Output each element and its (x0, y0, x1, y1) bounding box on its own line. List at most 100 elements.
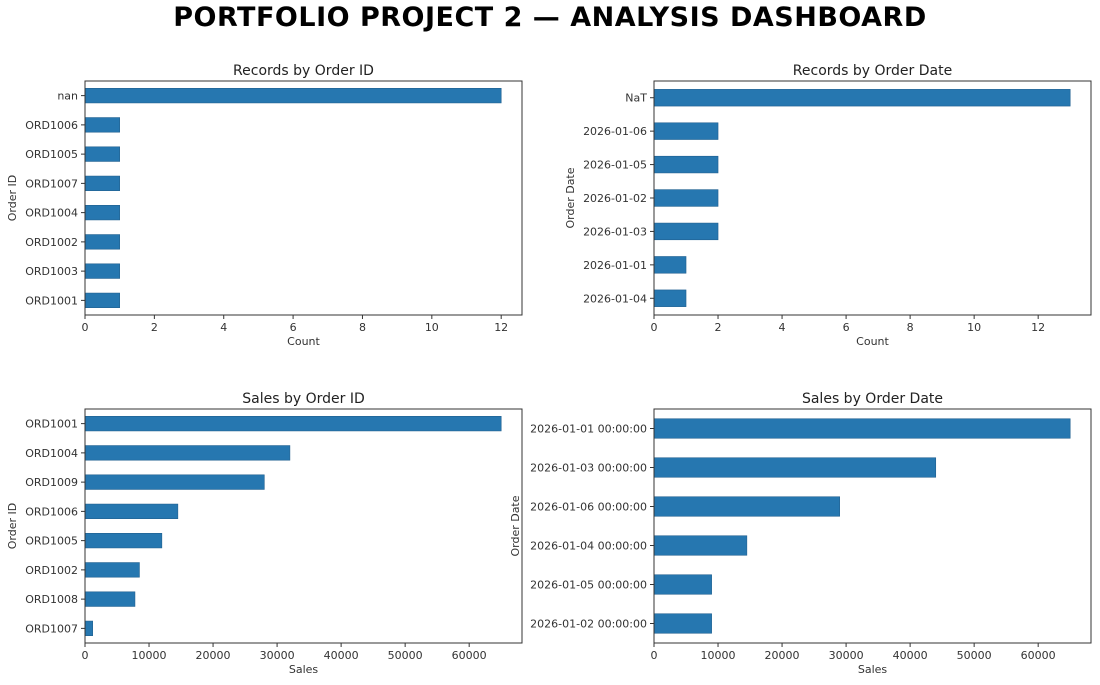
x-tick-label: 10 (425, 321, 439, 334)
y-tick-label: ORD1006 (25, 505, 78, 518)
y-tick-label: ORD1008 (25, 593, 78, 606)
x-tick-label: 60000 (452, 649, 487, 662)
y-axis-label: Order ID (6, 175, 19, 221)
y-tick-label: ORD1007 (25, 622, 78, 635)
bar (84, 562, 140, 578)
plot-frame (653, 80, 1092, 316)
x-tick-label: 6 (843, 321, 850, 334)
x-tick-label: 10000 (132, 649, 167, 662)
x-tick-label: 10000 (701, 649, 736, 662)
x-tick-label: 50000 (388, 649, 423, 662)
y-tick-label: 2026-01-03 (583, 225, 647, 238)
x-tick-label: 20000 (765, 649, 800, 662)
bar (653, 418, 1071, 439)
bar (653, 496, 840, 517)
x-tick-label: 8 (907, 321, 914, 334)
y-tick-label: ORD1001 (25, 294, 78, 307)
bar (653, 613, 712, 634)
x-tick-label: 2 (151, 321, 158, 334)
x-tick-label: 60000 (1021, 649, 1056, 662)
chart-sales-by-order-id: Sales by Order ID ORD1001 ORD1004 ORD1009 OR… (6, 391, 523, 676)
y-tick-label: 2026-01-05 00:00:00 (530, 579, 647, 592)
bar (84, 620, 93, 636)
y-tick-label: 2026-01-02 00:00:00 (530, 618, 647, 631)
bar (84, 117, 120, 133)
bar (653, 189, 719, 207)
bar (653, 574, 712, 595)
bar (84, 292, 120, 308)
y-tick-label: 2026-01-04 (583, 292, 647, 305)
chart-records-by-order-id: Records by Order ID nan ORD1006 ORD1005 ORD1… (6, 63, 523, 348)
y-axis-label: Order Date (509, 495, 522, 556)
chart-title: Sales by Order Date (802, 391, 943, 407)
y-tick-label: 2026-01-03 00:00:00 (530, 462, 647, 475)
bar (84, 88, 502, 104)
plot-frame (653, 408, 1092, 644)
chart-records-by-order-date: Records by Order Date NaT 2026-01-06 2026-0… (564, 63, 1092, 348)
bar (653, 457, 937, 478)
y-axis-label: Order Date (564, 167, 577, 228)
x-axis-label: Sales (289, 663, 319, 676)
y-tick-label: ORD1005 (25, 148, 78, 161)
x-tick-label: 0 (651, 649, 658, 662)
y-tick-label: nan (57, 90, 78, 103)
x-tick-label: 40000 (893, 649, 928, 662)
bar (84, 416, 502, 432)
x-axis-label: Sales (858, 663, 888, 676)
x-tick-label: 40000 (324, 649, 359, 662)
y-tick-label: ORD1006 (25, 119, 78, 132)
bar (84, 591, 136, 607)
bar (84, 205, 120, 221)
x-tick-label: 0 (82, 649, 89, 662)
y-tick-label: 2026-01-04 00:00:00 (530, 540, 647, 553)
y-tick-label: ORD1004 (25, 207, 78, 220)
bar (84, 175, 120, 191)
y-tick-label: ORD1003 (25, 265, 78, 278)
y-axis-label: Order ID (6, 503, 19, 549)
chart-title: Sales by Order ID (242, 391, 364, 407)
y-tick-label: 2026-01-01 (583, 259, 647, 272)
x-axis-label: Count (287, 335, 320, 348)
chart-sales-by-order-date: Sales by Order Date 2026-01-01 00:00:00 20… (509, 391, 1092, 676)
y-tick-label: 2026-01-05 (583, 159, 647, 172)
x-tick-label: 30000 (829, 649, 864, 662)
chart-title: Records by Order ID (233, 63, 374, 79)
y-tick-label: 2026-01-02 (583, 192, 647, 205)
y-tick-label: ORD1001 (25, 418, 78, 431)
y-tick-label: 2026-01-06 00:00:00 (530, 501, 647, 514)
y-tick-label: 2026-01-06 (583, 125, 647, 138)
x-tick-label: 2 (715, 321, 722, 334)
x-tick-label: 0 (82, 321, 89, 334)
x-tick-label: 0 (651, 321, 658, 334)
x-tick-label: 50000 (957, 649, 992, 662)
x-tick-label: 8 (359, 321, 366, 334)
x-tick-label: 12 (494, 321, 508, 334)
bar (84, 445, 291, 461)
x-tick-label: 12 (1031, 321, 1045, 334)
bar (84, 146, 120, 162)
y-tick-label: ORD1009 (25, 476, 78, 489)
y-tick-label: ORD1007 (25, 177, 78, 190)
plot-frame (84, 80, 523, 316)
y-tick-label: ORD1002 (25, 236, 78, 249)
x-tick-label: 10 (967, 321, 981, 334)
x-tick-label: 4 (779, 321, 786, 334)
bar (653, 289, 687, 307)
bar (653, 122, 719, 140)
bar (653, 535, 748, 556)
bar (653, 89, 1071, 107)
bar (653, 155, 719, 174)
bar (653, 256, 687, 274)
bar (84, 474, 265, 490)
x-tick-label: 30000 (260, 649, 295, 662)
y-tick-label: NaT (625, 92, 647, 105)
x-axis-label: Count (856, 335, 889, 348)
chart-title: Records by Order Date (793, 63, 952, 79)
bar (84, 533, 163, 549)
y-tick-label: ORD1005 (25, 535, 78, 548)
y-tick-label: 2026-01-01 00:00:00 (530, 423, 647, 436)
y-tick-label: ORD1002 (25, 564, 78, 577)
x-tick-label: 4 (220, 321, 227, 334)
y-tick-label: ORD1004 (25, 447, 78, 460)
